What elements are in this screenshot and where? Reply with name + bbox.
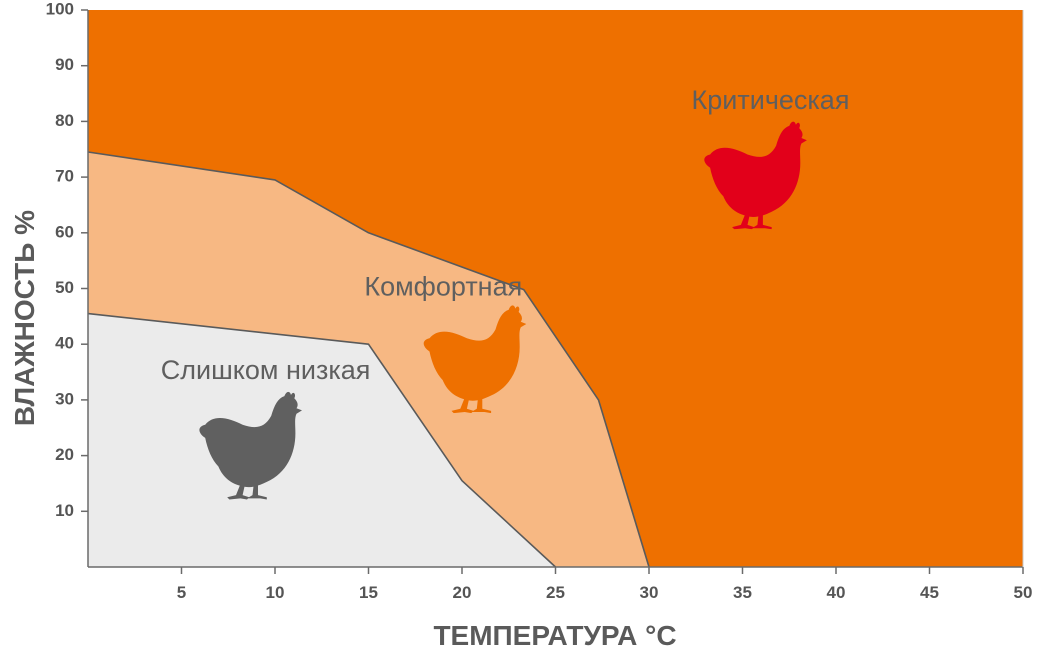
y-tick-label: 100 xyxy=(46,0,74,18)
y-tick-label: 10 xyxy=(55,501,74,520)
boundary-line-1 xyxy=(87,312,557,568)
x-tick-label: 40 xyxy=(827,583,846,602)
zone-label-1: Комфортная xyxy=(364,272,522,302)
x-tick-label: 20 xyxy=(453,583,472,602)
zone-2-area xyxy=(88,313,556,567)
y-tick-label: 60 xyxy=(55,222,74,241)
axes-layer: 10 20 30 40 50 60 70 80 90 100 5 10 15 20 25 30 35 40 45 50 xyxy=(46,0,1033,602)
y-tick-label: 20 xyxy=(55,445,74,464)
x-tick-label: 50 xyxy=(1014,583,1033,602)
y-tick-label: 80 xyxy=(55,111,74,130)
x-tick-label: 30 xyxy=(640,583,659,602)
y-tick-label: 70 xyxy=(55,167,74,186)
zone-label-0: Критическая xyxy=(692,85,850,115)
zones-layer xyxy=(88,10,1023,567)
boundaries-layer xyxy=(87,151,650,568)
y-axis-title: ВЛАЖНОСТЬ % xyxy=(9,210,40,426)
y-tick-label: 50 xyxy=(55,278,74,297)
zone-1-area xyxy=(88,152,649,567)
zone-labels-layer: Критическая Комфортная Слишком низкая xyxy=(161,85,850,385)
x-tick-label: 10 xyxy=(266,583,285,602)
zone-label-2: Слишком низкая xyxy=(161,355,371,385)
x-tick-label: 15 xyxy=(359,583,378,602)
x-axis-title: ТЕМПЕРАТУРА °C xyxy=(433,620,676,651)
y-tick-label: 40 xyxy=(55,334,74,353)
y-tick-label: 90 xyxy=(55,55,74,74)
y-tick-label: 30 xyxy=(55,389,74,408)
x-tick-label: 5 xyxy=(177,583,186,602)
x-tick-label: 35 xyxy=(733,583,752,602)
x-tick-label: 25 xyxy=(546,583,565,602)
x-tick-label: 45 xyxy=(920,583,939,602)
boundary-line-0 xyxy=(87,151,650,568)
